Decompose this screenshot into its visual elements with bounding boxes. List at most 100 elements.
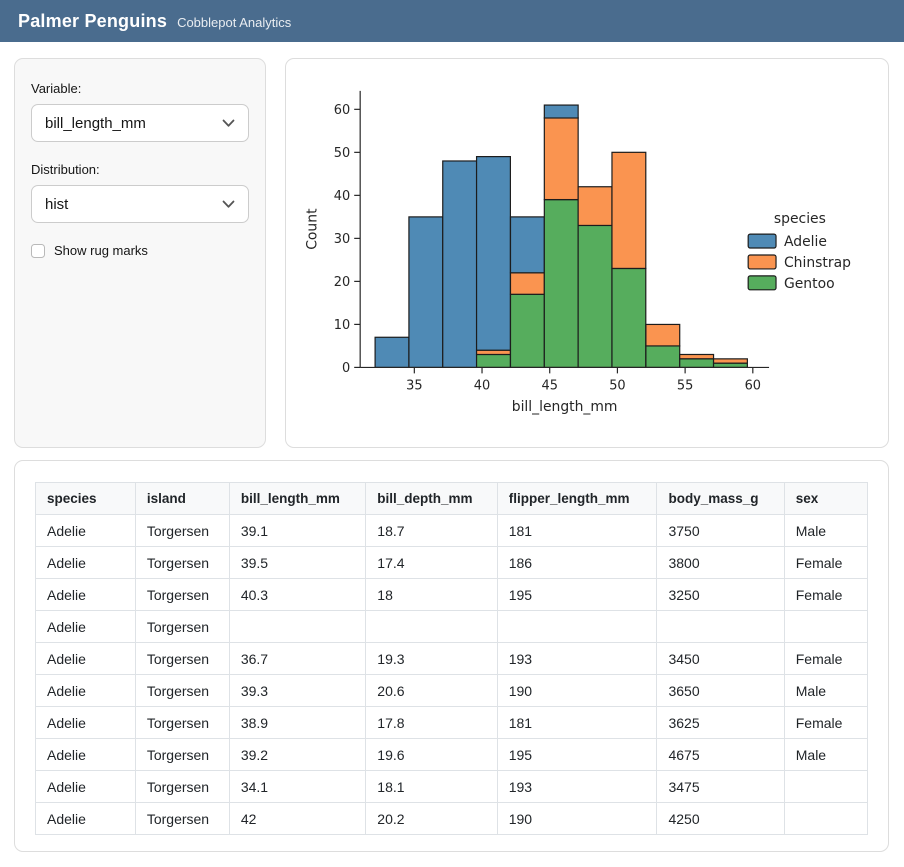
table-cell: Adelie	[35, 738, 136, 771]
table-cell: 193	[496, 770, 658, 803]
y-tick-label: 20	[334, 275, 350, 290]
variable-select-value: bill_length_mm	[45, 114, 146, 132]
histogram-bar-gentoo	[577, 224, 613, 369]
histogram-bar-adelie	[543, 104, 579, 119]
table-cell: Female	[783, 578, 869, 611]
table-cell: Torgersen	[134, 738, 230, 771]
table-cell	[496, 610, 658, 643]
histogram-bar-chinstrap	[679, 353, 715, 360]
y-tick-label: 30	[334, 232, 350, 247]
y-tick-label: 40	[334, 189, 350, 204]
table-cell: Adelie	[35, 514, 136, 547]
table-cell: Adelie	[35, 706, 136, 739]
app-subtitle: Cobblepot Analytics	[177, 15, 292, 30]
histogram-bar-gentoo	[543, 199, 579, 369]
table-cell: Torgersen	[134, 642, 230, 675]
table-body: Adelie Torgersen 39.1 18.7 181 3750 Male Adelie…	[35, 514, 869, 835]
histogram-bar-chinstrap	[509, 272, 545, 295]
app-title: Palmer Penguins	[18, 10, 168, 31]
table-cell: Male	[783, 738, 869, 771]
table-header-cell: bill_length_mm	[228, 482, 367, 515]
table-cell: 3650	[656, 674, 785, 707]
table-cell: 181	[496, 514, 658, 547]
chevron-down-icon	[222, 119, 235, 128]
x-tick-label: 40	[474, 378, 490, 393]
table-row: Adelie Torgersen 38.9 17.8 181 3625 Female	[35, 706, 869, 739]
legend-swatch-chinstrap	[747, 254, 777, 270]
histogram-bar-chinstrap	[577, 186, 613, 227]
table-cell: 193	[496, 642, 658, 675]
histogram-bar-adelie	[408, 216, 444, 369]
rug-checkbox-row: Show rug marks	[31, 243, 249, 258]
main-content: Variable: bill_length_mm Distribution: h…	[0, 42, 904, 852]
legend-swatch-gentoo	[747, 275, 777, 291]
histogram-bar-gentoo	[509, 293, 545, 369]
table-cell: 181	[496, 706, 658, 739]
table-header: species island bill_length_mm bill_depth_mm…	[35, 482, 869, 515]
rug-checkbox-label[interactable]: Show rug marks	[54, 243, 148, 258]
histogram-bar-chinstrap	[543, 117, 579, 201]
histogram-bar-gentoo	[712, 362, 748, 369]
table-cell: Female	[783, 546, 869, 579]
histogram-bar-gentoo	[611, 267, 647, 369]
histogram-bar-adelie	[374, 336, 410, 369]
histogram-bar-gentoo	[475, 353, 511, 369]
histogram-chart: 0 10 20 30 40 50 60 35 40 45 50 55 60 Count bill_lengt…	[304, 90, 851, 415]
distribution-select[interactable]: hist	[31, 185, 249, 223]
table-cell: 3250	[656, 578, 785, 611]
table-cell: 4250	[656, 802, 785, 835]
table-cell: 190	[496, 674, 658, 707]
table-cell: 18	[365, 578, 498, 611]
table-cell: 19.6	[365, 738, 498, 771]
table-row: Adelie Torgersen	[35, 610, 869, 643]
table-cell: 3750	[656, 514, 785, 547]
chevron-down-icon	[222, 200, 235, 209]
table-cell: 3625	[656, 706, 785, 739]
table-cell: 42	[228, 802, 367, 835]
table-cell: 195	[496, 578, 658, 611]
table-cell: 18.1	[365, 770, 498, 803]
table-cell: Female	[783, 642, 869, 675]
table-cell	[365, 610, 498, 643]
table-cell	[783, 770, 869, 803]
table-cell	[228, 610, 367, 643]
rug-checkbox[interactable]	[31, 243, 45, 258]
histogram-bar-adelie	[509, 216, 545, 274]
table-cell: 19.3	[365, 642, 498, 675]
table-cell: Torgersen	[134, 578, 230, 611]
histogram-bar-chinstrap	[475, 349, 511, 356]
y-tick-label: 10	[334, 318, 350, 333]
table-cell: Adelie	[35, 770, 136, 803]
y-tick-label: 0	[342, 361, 350, 376]
table-cell	[656, 610, 785, 643]
legend-swatch-adelie	[747, 233, 777, 249]
variable-select[interactable]: bill_length_mm	[31, 104, 249, 142]
table-row: Adelie Torgersen 39.1 18.7 181 3750 Male	[35, 514, 869, 547]
histogram-bar-chinstrap	[611, 151, 647, 270]
table-cell: 17.4	[365, 546, 498, 579]
distribution-label: Distribution:	[31, 162, 100, 177]
table-cell: Torgersen	[134, 514, 230, 547]
table-header-row: species island bill_length_mm bill_depth_mm…	[35, 482, 869, 515]
table-cell: 18.7	[365, 514, 498, 547]
table-cell: Adelie	[35, 674, 136, 707]
table-header-cell: sex	[783, 482, 869, 515]
table-cell: Torgersen	[134, 674, 230, 707]
table-cell: Torgersen	[134, 546, 230, 579]
table-cell: Torgersen	[134, 706, 230, 739]
table-row: Adelie Torgersen 42 20.2 190 4250	[35, 802, 869, 835]
table-cell: 34.1	[228, 770, 367, 803]
table-cell: Adelie	[35, 610, 136, 643]
table-header-cell: species	[35, 482, 136, 515]
app-header: Palmer Penguins Cobblepot Analytics	[0, 0, 904, 42]
table-cell: Adelie	[35, 578, 136, 611]
x-tick-label: 60	[745, 378, 761, 393]
table-cell: 3800	[656, 546, 785, 579]
table-cell: 3450	[656, 642, 785, 675]
table-cell: 3475	[656, 770, 785, 803]
table-row: Adelie Torgersen 39.2 19.6 195 4675 Male	[35, 738, 869, 771]
x-tick-label: 35	[406, 378, 422, 393]
sidebar: Variable: bill_length_mm Distribution: h…	[14, 58, 266, 448]
table-row: Adelie Torgersen 40.3 18 195 3250 Female	[35, 578, 869, 611]
y-axis-title: Count	[304, 208, 320, 250]
